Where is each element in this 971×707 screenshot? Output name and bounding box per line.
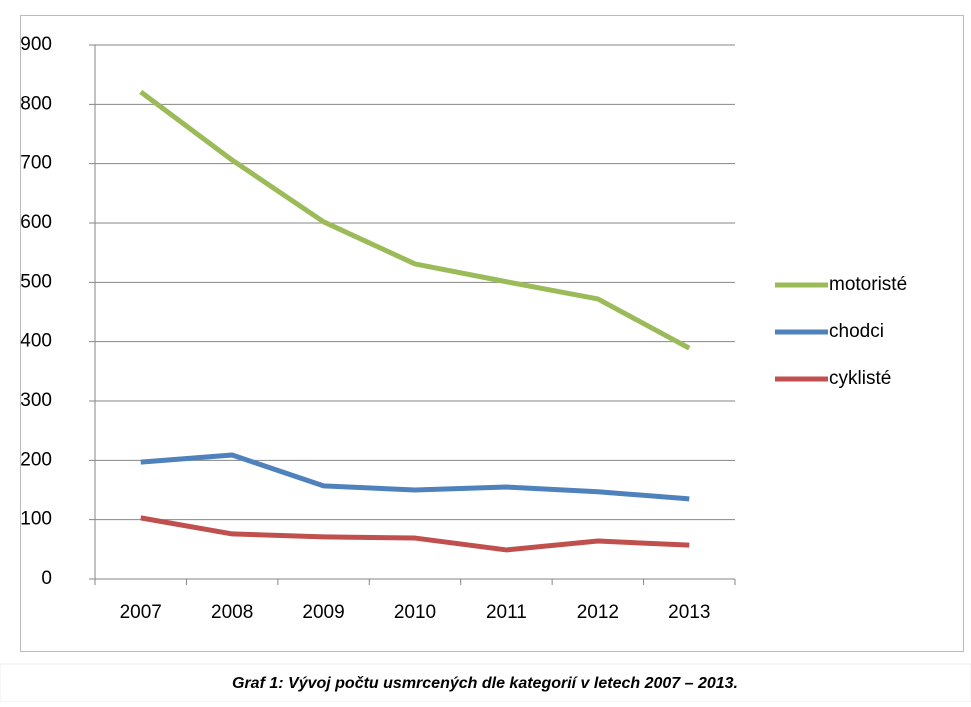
legend-label: cyklisté bbox=[829, 368, 891, 389]
x-tick-label: 2009 bbox=[302, 602, 344, 623]
legend-label: chodci bbox=[829, 321, 884, 342]
x-tick-label: 2011 bbox=[486, 602, 527, 623]
series-line bbox=[139, 89, 691, 351]
caption: Graf 1: Vývoj počtu usmrcených dle kateg… bbox=[232, 675, 738, 692]
y-tick-label: 300 bbox=[20, 390, 52, 411]
x-tick-label: 2010 bbox=[394, 602, 436, 623]
y-tick-label: 400 bbox=[20, 331, 52, 352]
caption-box bbox=[0, 663, 971, 703]
y-tick-label: 700 bbox=[20, 153, 52, 174]
y-tick-label: 800 bbox=[20, 93, 52, 114]
series-line bbox=[140, 515, 690, 553]
y-tick-label: 100 bbox=[20, 509, 52, 530]
legend-label: motoristé bbox=[829, 274, 907, 295]
y-tick-label: 200 bbox=[20, 449, 52, 470]
series-line bbox=[140, 452, 690, 502]
y-tick-label: 600 bbox=[20, 212, 52, 233]
x-tick-label: 2007 bbox=[120, 602, 162, 623]
y-tick-label: 0 bbox=[41, 568, 52, 589]
x-tick-label: 2012 bbox=[577, 602, 619, 623]
x-tick-label: 2008 bbox=[211, 602, 253, 623]
y-tick-label: 500 bbox=[20, 271, 52, 292]
y-tick-label: 900 bbox=[20, 34, 52, 55]
x-tick-label: 2013 bbox=[668, 602, 710, 623]
